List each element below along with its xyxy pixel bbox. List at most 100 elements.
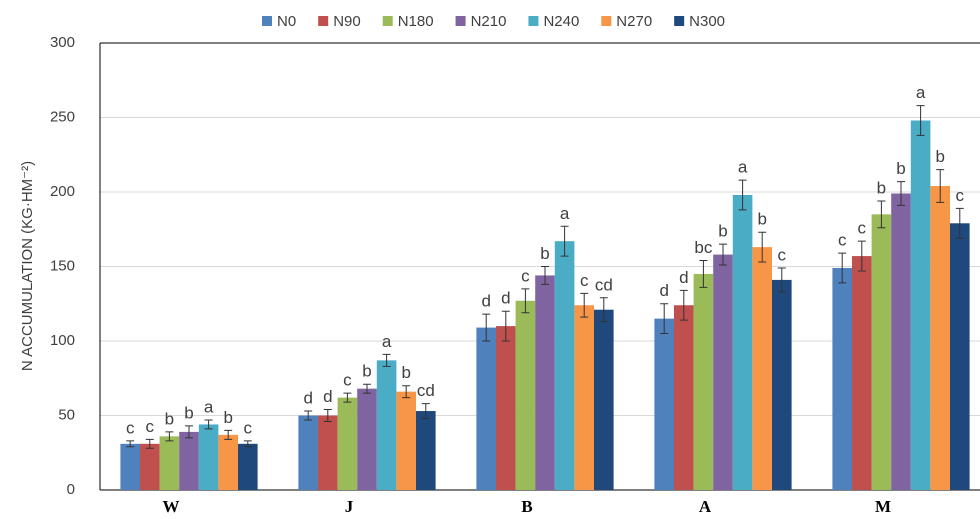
significance-label: a — [560, 204, 570, 223]
x-tick-label: M — [875, 497, 891, 516]
bar — [337, 397, 358, 490]
significance-label: b — [540, 244, 549, 263]
bar — [476, 327, 496, 490]
bar — [140, 443, 160, 490]
legend-swatch — [318, 16, 329, 26]
significance-label: b — [896, 159, 905, 178]
error-bar — [126, 440, 135, 448]
bar — [376, 360, 397, 490]
significance-label: c — [956, 186, 965, 205]
x-tick-label: B — [521, 497, 532, 516]
bar — [654, 318, 674, 490]
y-tick-label: 150 — [50, 257, 75, 274]
significance-label: a — [916, 83, 926, 102]
significance-label: b — [223, 408, 232, 427]
error-bar — [243, 440, 252, 448]
bar — [950, 223, 970, 491]
significance-label: cd — [417, 381, 435, 400]
y-tick-label: 300 — [50, 34, 75, 51]
error-bar — [185, 425, 193, 439]
legend-label: N180 — [398, 13, 434, 30]
error-bar — [323, 409, 332, 422]
bar — [752, 247, 772, 490]
legend-swatch — [601, 16, 612, 26]
error-bar — [402, 385, 411, 399]
significance-label: d — [679, 268, 688, 287]
bar — [732, 194, 753, 491]
significance-label: c — [838, 231, 847, 250]
legend-label: N90 — [333, 13, 361, 30]
error-bar — [580, 292, 589, 318]
bar — [535, 275, 555, 490]
legend-swatch — [262, 16, 272, 26]
bar — [396, 391, 416, 490]
error-bar — [897, 181, 905, 206]
error-bar — [679, 289, 688, 321]
legend-label: N210 — [471, 13, 507, 30]
error-bar — [916, 105, 925, 136]
error-bar — [304, 410, 313, 421]
y-axis-label: N ACCUMULATION (KG·HM⁻²) — [19, 161, 36, 371]
significance-label: d — [323, 387, 332, 406]
significance-label: d — [659, 281, 668, 300]
y-tick-label: 200 — [50, 183, 75, 200]
significance-label: c — [146, 417, 155, 436]
bar — [554, 241, 575, 490]
significance-label: b — [757, 210, 766, 229]
error-bar — [838, 252, 847, 284]
bar — [772, 279, 792, 490]
error-bar — [660, 303, 669, 335]
bar — [298, 415, 318, 490]
bar — [693, 273, 714, 490]
bar — [318, 415, 338, 490]
bar — [416, 411, 436, 490]
significance-label: c — [343, 371, 352, 390]
legend-label: N300 — [689, 13, 725, 30]
bar — [159, 436, 180, 490]
bar — [891, 193, 911, 491]
error-bar — [599, 297, 608, 323]
bar — [574, 305, 594, 490]
significance-label: d — [501, 289, 510, 308]
y-tick-label: 250 — [50, 108, 75, 125]
significance-label: b — [362, 362, 371, 381]
error-bar — [560, 225, 569, 257]
significance-label: a — [204, 397, 214, 416]
bar — [594, 309, 614, 490]
bar — [179, 431, 199, 490]
error-bar — [877, 200, 886, 229]
error-bar — [165, 431, 174, 442]
significance-label: b — [401, 363, 410, 382]
significance-label: a — [382, 332, 392, 351]
legend-swatch — [528, 16, 539, 26]
legend-swatch — [382, 16, 393, 26]
error-bar — [382, 353, 391, 367]
significance-label: c — [858, 219, 867, 238]
x-tick-label: A — [699, 497, 712, 516]
error-bar — [224, 429, 233, 440]
legend-label: N270 — [616, 13, 652, 30]
significance-label: c — [580, 271, 589, 290]
y-tick-label: 50 — [58, 406, 75, 423]
bar — [871, 214, 892, 490]
error-bar — [521, 288, 530, 314]
significance-label: c — [778, 245, 787, 264]
significance-label: b — [718, 222, 727, 241]
error-bar — [343, 392, 352, 403]
error-bar — [857, 240, 866, 272]
x-tick-label: J — [345, 497, 354, 516]
y-tick-label: 100 — [50, 332, 75, 349]
error-bar — [363, 383, 371, 394]
significance-label: cd — [595, 275, 613, 294]
bar — [852, 256, 872, 490]
error-bar — [699, 260, 708, 288]
legend-label: N0 — [277, 13, 296, 30]
bar — [238, 443, 258, 490]
error-bar — [204, 419, 213, 430]
error-bar — [719, 243, 727, 266]
error-bar — [421, 403, 430, 419]
significance-label: b — [165, 409, 174, 428]
significance-label: b — [184, 403, 193, 422]
bar — [713, 254, 733, 490]
